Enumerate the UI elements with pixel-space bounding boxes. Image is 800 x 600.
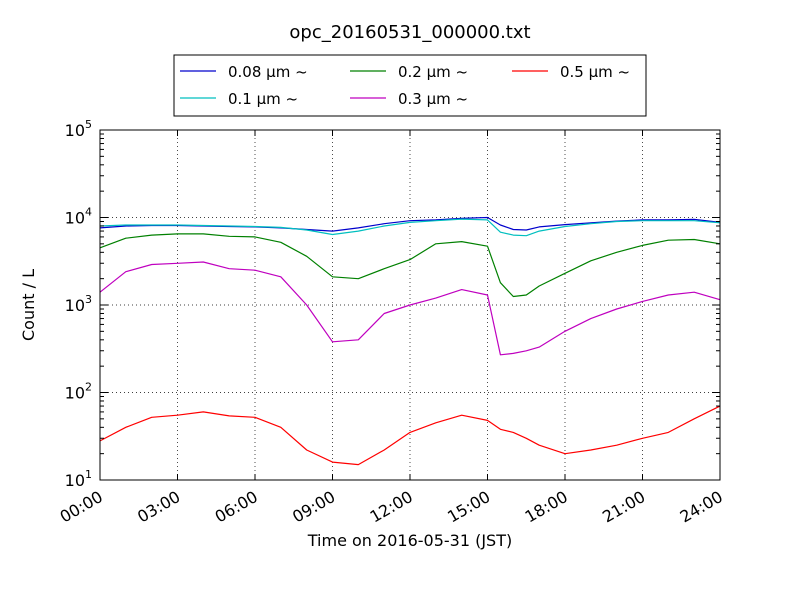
- y-axis-label: Count / L: [19, 269, 38, 341]
- x-tick-label: 18:00: [522, 487, 571, 527]
- legend-box: [173, 54, 647, 117]
- series-line-2: [99, 218, 721, 237]
- y-tick-label: 103: [65, 293, 92, 315]
- legend-entry: 0.2 μm ~: [398, 63, 468, 81]
- x-axis-label: Time on 2016-05-31 (JST): [307, 531, 512, 550]
- grid: [100, 130, 720, 480]
- y-tick-label: 102: [65, 381, 92, 403]
- y-tick-label: 101: [65, 468, 92, 490]
- x-tick-label: 24:00: [677, 487, 726, 527]
- y-tick-label: 104: [65, 206, 92, 228]
- x-tick-label: 09:00: [289, 487, 338, 527]
- legend-entry: 0.1 μm ~: [228, 90, 298, 108]
- x-tick-label: 06:00: [212, 487, 261, 527]
- legend-entry: 0.3 μm ~: [398, 90, 468, 108]
- series-line-3: [99, 233, 721, 298]
- chart-title: opc_20160531_000000.txt: [289, 22, 530, 43]
- x-tick-label: 00:00: [57, 487, 106, 527]
- legend-entry: 0.08 μm ~: [228, 63, 308, 81]
- x-tick-label: 03:00: [134, 487, 183, 527]
- series-line-4: [99, 261, 721, 356]
- x-tick-label: 12:00: [367, 487, 416, 527]
- legend-entry: 0.5 μm ~: [560, 63, 630, 81]
- series-group: [99, 216, 721, 466]
- legend: 0.08 μm ~ 0.1 μm ~ 0.2 μm ~ 0.3 μm ~ 0.5 μm …: [173, 54, 647, 117]
- x-tick-label: 21:00: [599, 487, 648, 527]
- x-tick-label: 15:00: [444, 487, 493, 527]
- series-line-5: [99, 405, 721, 466]
- y-tick-label: 105: [65, 118, 92, 140]
